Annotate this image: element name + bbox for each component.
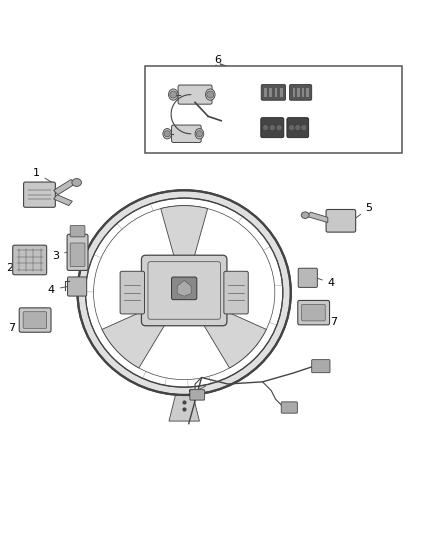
FancyBboxPatch shape — [261, 85, 286, 100]
FancyBboxPatch shape — [120, 271, 145, 314]
FancyBboxPatch shape — [261, 118, 284, 138]
Bar — [275, 87, 277, 97]
Ellipse shape — [205, 89, 215, 100]
Bar — [280, 87, 283, 97]
Bar — [145, 66, 402, 154]
FancyBboxPatch shape — [24, 182, 55, 207]
Polygon shape — [161, 206, 208, 271]
FancyBboxPatch shape — [70, 243, 85, 266]
FancyBboxPatch shape — [287, 118, 309, 138]
FancyBboxPatch shape — [302, 304, 325, 321]
Circle shape — [170, 91, 177, 98]
Bar — [306, 87, 309, 97]
Circle shape — [262, 125, 268, 131]
Ellipse shape — [169, 89, 178, 100]
Text: 7: 7 — [317, 313, 337, 327]
Polygon shape — [307, 212, 328, 223]
FancyBboxPatch shape — [19, 308, 51, 332]
Polygon shape — [177, 280, 191, 296]
Polygon shape — [53, 180, 75, 195]
Bar — [297, 87, 300, 97]
Text: 8: 8 — [187, 386, 205, 399]
Text: 4: 4 — [318, 278, 335, 288]
FancyBboxPatch shape — [70, 225, 85, 237]
FancyBboxPatch shape — [224, 271, 248, 314]
FancyBboxPatch shape — [290, 85, 312, 100]
FancyBboxPatch shape — [172, 125, 201, 142]
Text: 2: 2 — [7, 261, 27, 273]
Bar — [301, 87, 304, 97]
FancyBboxPatch shape — [190, 390, 205, 400]
Bar — [264, 87, 267, 97]
FancyBboxPatch shape — [178, 85, 212, 104]
Bar — [293, 87, 295, 97]
Bar — [269, 87, 272, 97]
Circle shape — [269, 125, 276, 131]
Circle shape — [196, 131, 202, 137]
Circle shape — [301, 125, 307, 131]
FancyBboxPatch shape — [281, 402, 297, 413]
Text: 7: 7 — [8, 321, 27, 333]
FancyBboxPatch shape — [298, 268, 318, 287]
FancyBboxPatch shape — [13, 245, 47, 275]
FancyBboxPatch shape — [141, 255, 227, 326]
Text: 5: 5 — [356, 203, 373, 218]
Ellipse shape — [163, 128, 172, 139]
FancyBboxPatch shape — [298, 301, 329, 325]
Polygon shape — [53, 195, 72, 206]
Circle shape — [276, 125, 282, 131]
Polygon shape — [196, 302, 266, 368]
Polygon shape — [102, 302, 173, 368]
FancyBboxPatch shape — [326, 209, 356, 232]
Ellipse shape — [72, 179, 81, 187]
Text: 1: 1 — [33, 168, 56, 184]
Text: 3: 3 — [52, 251, 67, 261]
FancyBboxPatch shape — [23, 312, 47, 328]
FancyBboxPatch shape — [312, 360, 330, 373]
Ellipse shape — [301, 212, 309, 219]
Circle shape — [207, 91, 214, 98]
Circle shape — [164, 131, 170, 137]
Ellipse shape — [195, 128, 204, 139]
Circle shape — [289, 125, 295, 131]
Circle shape — [295, 125, 301, 131]
FancyBboxPatch shape — [172, 277, 197, 300]
Text: 6: 6 — [214, 55, 221, 65]
Text: 4: 4 — [48, 285, 67, 295]
FancyBboxPatch shape — [67, 277, 87, 296]
Polygon shape — [78, 190, 291, 395]
Polygon shape — [169, 395, 199, 421]
FancyBboxPatch shape — [67, 235, 88, 270]
